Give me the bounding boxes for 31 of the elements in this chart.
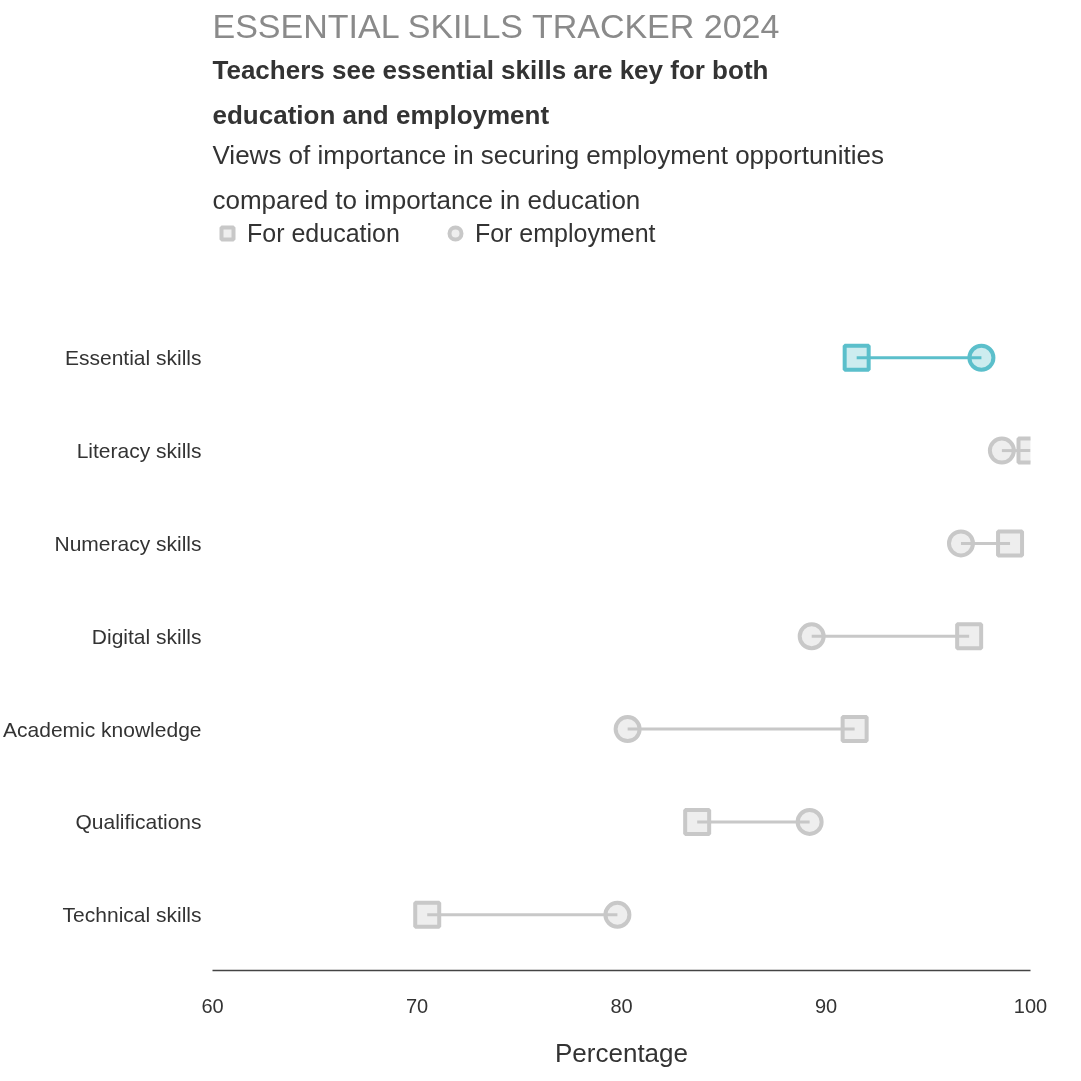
point [955,622,984,651]
x-tick-label: 70 [405,994,429,1017]
point [613,715,642,744]
point [603,900,632,929]
chart-title: Teachers see essential skills are key for both education and employment [212,54,769,130]
point [797,622,826,651]
point [946,529,975,558]
x-axis-title: Percentage [555,1037,688,1068]
point [967,343,996,372]
y-tick-label: Digital skills [91,624,202,648]
x-tick-label: 60 [201,994,224,1017]
point [842,343,871,372]
point [413,900,442,929]
y-tick-label: Technical skills [62,903,202,927]
point [840,715,869,744]
chart-subtitle: Views of importance in securing employment opportunities compared to importance in education [212,139,885,215]
legend-label: For education [247,218,400,248]
y-tick-label: Academic knowledge [3,717,202,741]
y-tick-label: Numeracy skills [54,531,202,555]
x-tick-label: 80 [610,994,633,1017]
text: ESSENTIAL SKILLS TRACKER 2024 [212,6,780,45]
x-tick-label: 90 [814,994,838,1017]
legend-label: For employment [474,218,656,248]
y-tick-label: Literacy skills [76,439,202,463]
point [683,807,712,836]
y-tick-label: Qualifications [75,810,202,834]
y-tick-label: Essential skills [64,346,202,370]
x-tick-label: 100 [1013,994,1048,1017]
point [795,807,824,836]
point [996,529,1025,558]
point [987,436,1016,465]
